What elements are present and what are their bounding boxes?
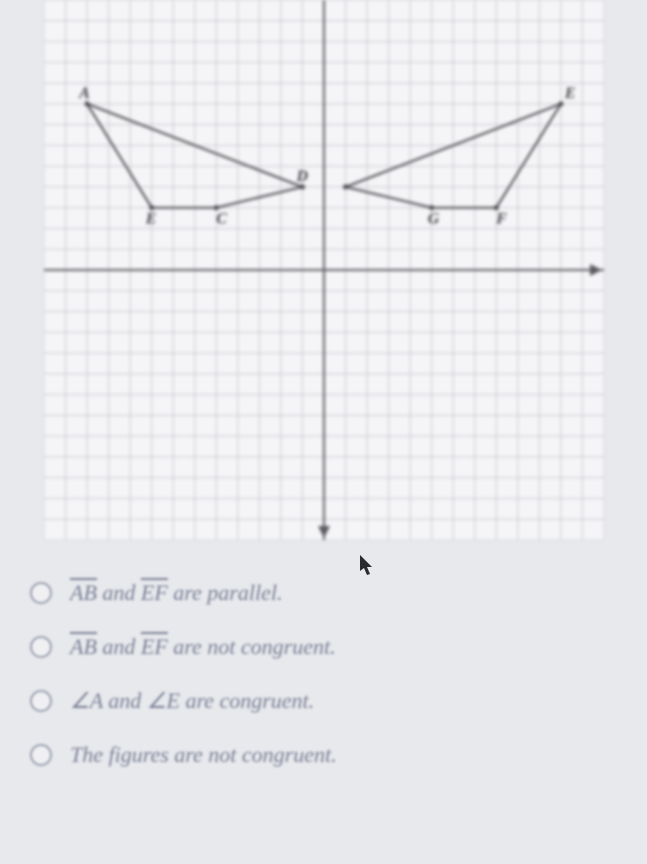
- svg-text:E: E: [563, 85, 575, 102]
- option-4[interactable]: The figures are not congruent.: [30, 742, 617, 768]
- graph-svg: A D C E E F G: [44, 0, 604, 540]
- radio-2[interactable]: [30, 636, 52, 658]
- radio-1[interactable]: [30, 582, 52, 604]
- svg-text:A: A: [78, 85, 90, 102]
- radio-4[interactable]: [30, 744, 52, 766]
- coordinate-graph: A D C E E F G: [44, 0, 604, 540]
- option-3[interactable]: ∠A and ∠E are congruent.: [30, 688, 617, 714]
- svg-text:G: G: [427, 211, 439, 228]
- radio-3[interactable]: [30, 690, 52, 712]
- option-1[interactable]: AB and EF are parallel.: [30, 580, 617, 606]
- option-2-text: AB and EF are not congruent.: [70, 634, 336, 660]
- mouse-cursor: [360, 555, 376, 577]
- svg-text:F: F: [495, 211, 507, 228]
- option-2[interactable]: AB and EF are not congruent.: [30, 634, 617, 660]
- answer-options: AB and EF are parallel. AB and EF are no…: [0, 580, 647, 768]
- option-3-text: ∠A and ∠E are congruent.: [70, 688, 314, 714]
- svg-text:C: C: [216, 211, 227, 228]
- svg-text:E: E: [144, 211, 156, 228]
- option-4-text: The figures are not congruent.: [70, 742, 337, 768]
- svg-text:D: D: [295, 168, 308, 185]
- option-1-text: AB and EF are parallel.: [70, 580, 282, 606]
